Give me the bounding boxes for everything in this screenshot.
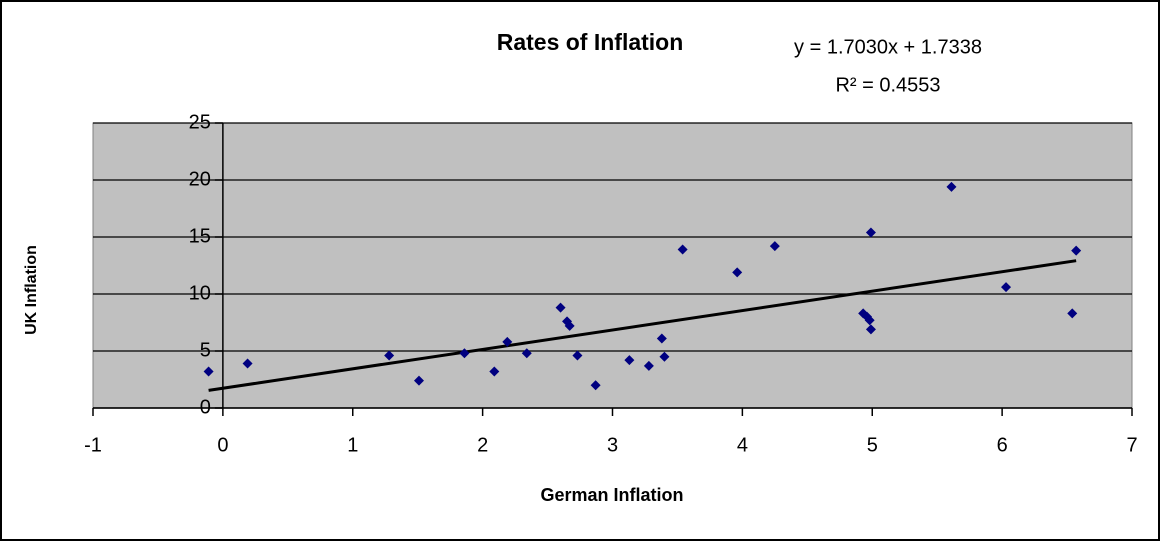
- x-tick-label: 1: [347, 434, 358, 456]
- point: [1001, 282, 1012, 293]
- x-tick-label: 5: [867, 434, 878, 456]
- x-tick-label: 2: [477, 434, 488, 456]
- point: [659, 351, 670, 362]
- y-tick-label: 5: [200, 339, 211, 361]
- point: [865, 324, 876, 335]
- point: [769, 241, 780, 252]
- point: [572, 350, 583, 361]
- y-tick-label: 25: [189, 111, 211, 133]
- x-axis-label: German Inflation: [540, 485, 683, 505]
- point: [242, 358, 253, 369]
- x-tick-label: -1: [84, 434, 102, 456]
- point: [521, 348, 532, 359]
- point: [590, 380, 601, 391]
- x-tick-label: 6: [997, 434, 1008, 456]
- x-tick-label: 7: [1126, 434, 1137, 456]
- point: [1067, 308, 1078, 319]
- point: [459, 348, 470, 359]
- plot-background: [92, 122, 1133, 409]
- trend-equation: y = 1.7030x + 1.7338: [794, 36, 982, 58]
- x-tick-label: 4: [737, 434, 748, 456]
- point: [643, 360, 654, 371]
- x-tick-label: 3: [607, 434, 618, 456]
- point: [489, 366, 500, 377]
- point: [555, 302, 566, 313]
- trend-line: [208, 259, 1077, 392]
- y-axis-label: UK Inflation: [23, 245, 40, 335]
- point: [384, 350, 395, 361]
- y-tick-label: 10: [189, 282, 211, 304]
- point: [946, 181, 957, 192]
- point: [865, 227, 876, 238]
- point: [656, 333, 667, 344]
- point: [624, 355, 635, 366]
- y-tick-label: 20: [189, 168, 211, 190]
- point: [677, 244, 688, 255]
- chart-title: Rates of Inflation: [497, 29, 684, 55]
- point: [564, 320, 575, 331]
- point: [864, 315, 875, 326]
- y-tick-label: 15: [189, 225, 211, 247]
- point: [502, 336, 513, 347]
- point: [203, 366, 214, 377]
- point: [732, 267, 743, 278]
- point: [1071, 245, 1082, 256]
- x-tick-label: 0: [217, 434, 228, 456]
- point: [413, 375, 424, 386]
- trend-r-squared: R² = 0.4553: [835, 74, 940, 96]
